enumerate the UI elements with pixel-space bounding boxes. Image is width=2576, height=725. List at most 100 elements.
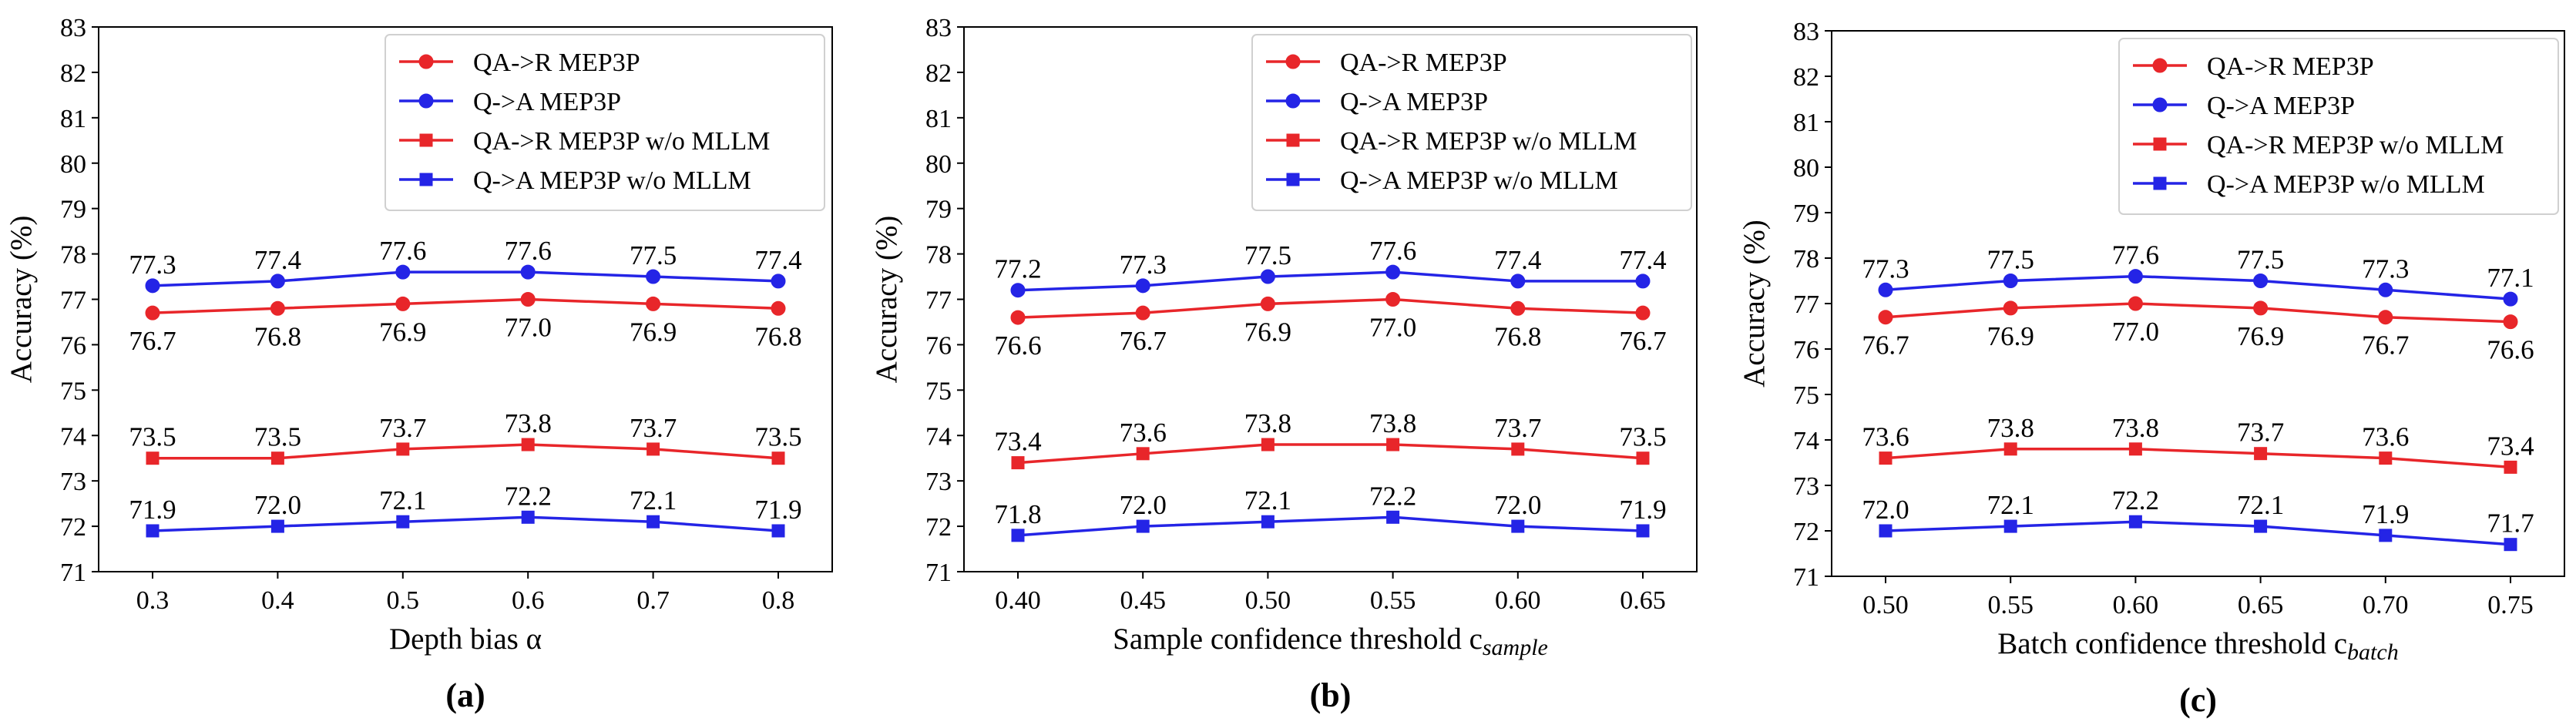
data-point (1879, 451, 1893, 465)
data-label: 72.2 (2112, 485, 2159, 515)
y-tick-label: 81 (60, 105, 86, 133)
data-point (2504, 538, 2517, 552)
data-label: 71.9 (1619, 495, 1666, 525)
x-tick-label: 0.5 (387, 586, 420, 615)
y-tick-label: 74 (60, 422, 86, 451)
legend-label: Q->A MEP3P (473, 88, 621, 116)
y-tick-label: 75 (925, 377, 952, 405)
y-tick-label: 82 (1793, 63, 1819, 92)
data-label: 73.5 (754, 422, 801, 452)
data-label: 73.7 (630, 413, 677, 443)
data-label: 71.9 (754, 495, 801, 525)
data-point (646, 296, 661, 311)
legend-swatch-marker (2152, 58, 2168, 73)
y-axis-title: Accuracy (%) (870, 216, 903, 384)
data-point (1135, 305, 1150, 321)
y-tick-label: 80 (60, 150, 86, 179)
legend-label: QA->R MEP3P w/o MLLM (2207, 131, 2504, 159)
x-axis-title: Depth bias α (389, 623, 542, 656)
series-line (1885, 520, 2511, 546)
data-point (1636, 451, 1650, 465)
series-line (1885, 448, 2511, 469)
panel-label: (a) (445, 676, 485, 714)
data-label: 73.5 (254, 422, 301, 452)
data-point (2128, 515, 2142, 529)
data-point (2378, 310, 2393, 325)
legend-swatch-marker (1286, 133, 1300, 147)
y-tick-label: 75 (60, 377, 86, 405)
series-line (1017, 515, 1644, 537)
series-q-a-mep3p-w-o-mllm: 71.9 72.0 72.1 72.2 72.1 71.9 (129, 481, 802, 538)
data-point (1135, 278, 1150, 294)
data-point (1636, 524, 1650, 538)
series-line (152, 515, 779, 532)
data-label: 72.1 (1244, 485, 1291, 515)
data-point (1261, 438, 1275, 451)
data-label: 72.2 (505, 481, 552, 511)
chart-panel-1: 71 72 73 74 75 76 77 78 79 80 81 82 83 0.40 0.45 0.50 0.… (870, 14, 1698, 714)
data-label: 77.6 (1369, 236, 1416, 266)
data-point (2003, 300, 2018, 316)
x-tick-label: 0.60 (2113, 591, 2159, 619)
data-label: 77.4 (1494, 245, 1541, 275)
data-label: 76.7 (129, 326, 176, 356)
y-tick-label: 72 (1793, 518, 1819, 546)
x-axis-title-main: Batch confidence threshold c (1997, 627, 2347, 660)
data-point (1011, 529, 1025, 542)
panel-label: (b) (1310, 676, 1352, 714)
data-point (771, 274, 786, 289)
y-tick-label: 77 (925, 287, 952, 315)
chart-panel-0: 71 72 73 74 75 76 77 78 79 80 81 82 83 0.3 0.4 0.5 0.6 0.… (5, 14, 833, 714)
x-tick-label: 0.50 (1862, 591, 1909, 619)
x-tick-label: 0.8 (762, 586, 795, 615)
legend: QA->R MEP3P Q->A MEP3P QA->R MEP3P w/o MLL… (2118, 38, 2559, 215)
legend-label: Q->A MEP3P w/o MLLM (2207, 170, 2485, 199)
legend-label: Q->A MEP3P (1340, 88, 1488, 116)
data-label: 77.6 (379, 236, 426, 266)
y-tick-label: 78 (60, 241, 86, 270)
data-point (646, 269, 661, 284)
data-label: 76.7 (2362, 331, 2409, 361)
x-tick-label: 0.70 (2363, 591, 2409, 619)
y-tick-label: 78 (925, 241, 952, 270)
data-label: 77.1 (2487, 263, 2534, 293)
data-point (2128, 296, 2143, 311)
data-point (771, 524, 785, 538)
data-point (396, 442, 410, 456)
legend: QA->R MEP3P Q->A MEP3P QA->R MEP3P w/o MLL… (385, 34, 825, 211)
y-tick-label: 78 (1793, 245, 1819, 274)
series-line (1885, 302, 2511, 324)
y-tick-label: 73 (1793, 472, 1819, 501)
data-point (2378, 282, 2393, 297)
x-axis-title-main: Depth bias α (389, 623, 542, 656)
data-point (1260, 296, 1275, 311)
data-point (1878, 310, 1893, 325)
data-point (2254, 447, 2268, 461)
data-point (1510, 274, 1526, 289)
data-point (146, 451, 160, 465)
series-qa-r-mep3p-w-o-mllm: 73.5 73.5 73.7 73.8 73.7 73.5 (129, 408, 802, 465)
y-tick-label: 83 (925, 14, 952, 42)
data-point (1386, 438, 1400, 451)
data-point (270, 519, 284, 533)
data-label: 72.0 (254, 490, 301, 520)
data-label: 73.5 (1619, 422, 1666, 452)
data-point (1011, 456, 1025, 470)
data-point (1511, 442, 1525, 456)
data-point (146, 524, 160, 538)
data-point (2254, 519, 2268, 533)
data-label: 76.7 (1120, 326, 1167, 356)
data-label: 76.6 (994, 331, 1041, 361)
y-tick-label: 81 (1793, 109, 1819, 137)
data-label: 77.4 (1619, 245, 1666, 275)
y-tick-label: 80 (1793, 154, 1819, 183)
data-point (647, 442, 660, 456)
data-point (270, 451, 284, 465)
series-qa-r-mep3p: 76.7 76.8 76.9 77.0 76.9 76.8 (129, 292, 802, 356)
x-tick-label: 0.75 (2487, 591, 2534, 619)
y-tick-label: 77 (60, 287, 86, 315)
data-point (1879, 524, 1893, 538)
data-label: 77.3 (1120, 250, 1167, 280)
data-label: 73.8 (2112, 413, 2159, 443)
legend-swatch-marker (1285, 93, 1301, 109)
